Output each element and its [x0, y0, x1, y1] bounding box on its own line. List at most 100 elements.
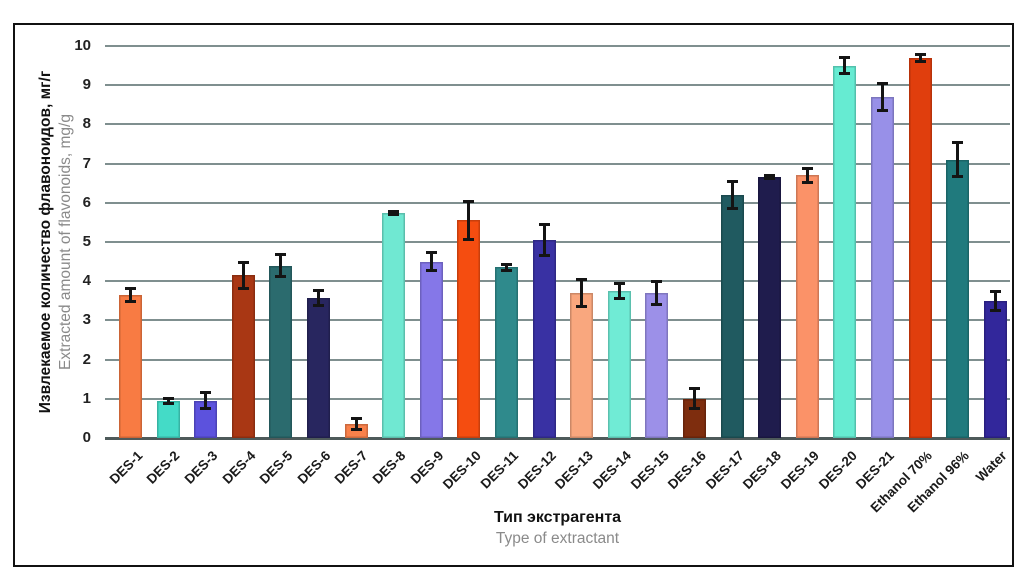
gridline	[105, 397, 1010, 400]
y-tick-label: 1	[82, 389, 91, 407]
error-bar-cap-top	[162, 397, 174, 401]
error-bar-cap-top	[538, 223, 550, 227]
bar	[946, 159, 970, 438]
error-bar-cap-top	[613, 282, 625, 286]
error-bar-line	[730, 181, 734, 209]
error-bar-line	[279, 253, 283, 278]
error-bar-cap-bottom	[501, 269, 512, 273]
gridline	[105, 123, 1010, 126]
x-tick-label-text: DES-5	[256, 448, 296, 487]
x-axis-title-ru: Тип экстрагента	[493, 509, 622, 526]
bar	[645, 292, 669, 438]
error-bar-line	[843, 56, 847, 75]
x-tick-label-text: DES-20	[815, 448, 860, 493]
bar	[457, 220, 481, 438]
error-bar-line	[505, 263, 508, 272]
bar	[570, 292, 594, 438]
x-tick-label-text: DES-17	[702, 448, 747, 493]
error-bar-cap-bottom	[764, 177, 776, 181]
error-bar-cap-bottom	[952, 175, 964, 179]
x-axis-line	[105, 437, 1010, 440]
error-bar-cap-bottom	[425, 269, 437, 273]
bar	[833, 65, 857, 438]
error-bar-cap-top	[313, 288, 324, 292]
bar	[194, 400, 218, 438]
gridline	[105, 280, 1010, 283]
x-tick-label-text: Water	[973, 448, 1010, 485]
error-bar-line	[918, 53, 922, 62]
y-tick-label: 9	[82, 76, 91, 94]
y-tick-label: 4	[82, 272, 91, 290]
gridline	[105, 358, 1010, 361]
error-bar-line	[693, 388, 696, 410]
bar	[307, 297, 330, 438]
x-tick-label-text: DES-3	[181, 448, 221, 487]
error-bar-cap-top	[350, 417, 362, 421]
error-bar-cap-bottom	[839, 72, 851, 76]
error-bar-line	[317, 289, 320, 306]
bar	[720, 194, 744, 438]
x-tick-label-text: DES-14	[589, 448, 634, 493]
bar	[795, 175, 819, 438]
error-bar-cap-top	[914, 52, 926, 56]
error-bar-cap-top	[576, 278, 588, 282]
error-bar-cap-bottom	[576, 304, 588, 308]
x-tick-label-text: DES-10	[439, 448, 484, 493]
x-tick-label-text: DES-15	[627, 448, 672, 493]
error-bar-cap-top	[801, 166, 813, 170]
bar	[908, 57, 932, 438]
error-bar-cap-bottom	[801, 181, 813, 185]
error-bar-cap-bottom	[388, 212, 400, 216]
error-bar-line	[467, 200, 471, 241]
bar	[269, 265, 293, 438]
error-bar-line	[956, 142, 960, 178]
error-bar-cap-bottom	[313, 303, 324, 307]
x-axis-title: Тип экстрагента Type of extractant	[105, 507, 1010, 549]
error-bar-cap-bottom	[275, 275, 287, 279]
error-bar-cap-bottom	[463, 238, 475, 242]
gridline	[105, 45, 1010, 47]
bar	[231, 275, 255, 438]
error-bar-cap-top	[726, 180, 738, 184]
y-tick-label: 10	[74, 37, 91, 54]
bar	[156, 400, 180, 438]
error-bar-cap-bottom	[162, 401, 174, 405]
error-bar-line	[580, 279, 584, 307]
error-bar-cap-bottom	[538, 253, 550, 257]
y-axis-title-ru: Извлекаемое количество флавоноидов, мг/г	[37, 70, 54, 414]
y-tick-label: 7	[82, 154, 91, 172]
error-bar-line	[542, 224, 546, 256]
y-tick-label: 2	[82, 350, 91, 368]
y-axis-title: Извлекаемое количество флавоноидов, мг/г…	[36, 71, 76, 414]
x-tick-label-text: DES-13	[552, 448, 597, 493]
bar	[419, 261, 443, 438]
error-bar-cap-bottom	[726, 206, 738, 210]
error-bar-cap-top	[764, 174, 776, 178]
x-tick-label-text: DES-1	[106, 448, 146, 487]
error-bar-cap-top	[989, 290, 1001, 293]
error-bar-cap-bottom	[651, 302, 663, 306]
bar	[607, 291, 631, 438]
error-bar-cap-bottom	[689, 407, 700, 411]
error-bar-cap-top	[877, 82, 888, 86]
bar	[683, 398, 706, 438]
gridline	[105, 162, 1010, 165]
bar	[495, 267, 518, 438]
error-bar-cap-bottom	[989, 308, 1001, 312]
error-bar-line	[241, 261, 245, 290]
y-tick-label: 0	[82, 429, 91, 446]
error-bar-cap-bottom	[237, 287, 249, 291]
error-bar-cap-top	[952, 141, 964, 145]
error-bar-line	[204, 392, 208, 410]
error-bar-cap-bottom	[125, 299, 136, 303]
error-bar-cap-bottom	[350, 428, 362, 432]
bar	[871, 96, 894, 438]
gridline	[105, 84, 1010, 87]
error-bar-cap-top	[839, 55, 851, 59]
gridline	[105, 241, 1010, 243]
x-tick-label-text: DES-2	[143, 448, 183, 487]
y-tick-label: 5	[82, 233, 91, 250]
x-tick-label-text: DES-8	[369, 448, 409, 487]
y-tick-label: 3	[82, 311, 91, 329]
error-bar-cap-bottom	[200, 407, 212, 411]
